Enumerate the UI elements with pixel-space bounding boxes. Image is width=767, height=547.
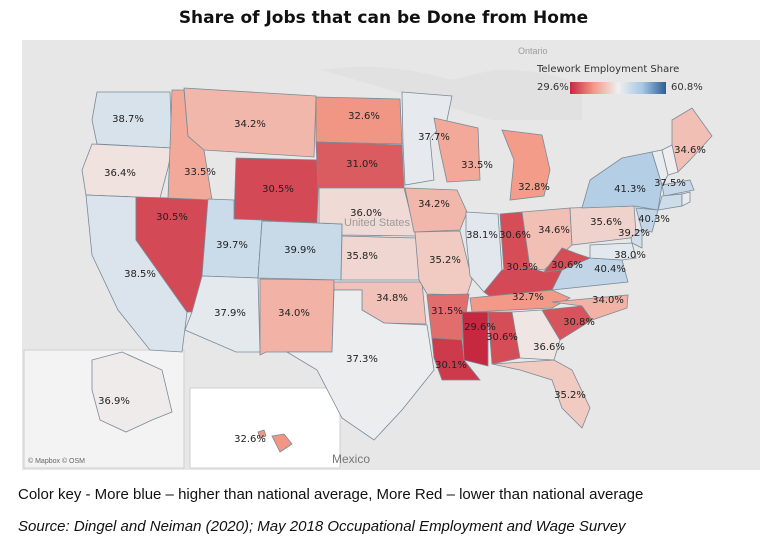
- color-key-note: Color key - More blue – higher than nati…: [18, 486, 644, 503]
- state-label-ak: 36.9%: [98, 396, 130, 407]
- state-ga[interactable]: [511, 309, 561, 361]
- state-label-in: 30.6%: [499, 230, 531, 241]
- legend-title: Telework Employment Share: [537, 64, 680, 75]
- state-tx[interactable]: [285, 289, 435, 441]
- state-label-wy: 30.5%: [262, 184, 294, 195]
- state-label-ia: 34.2%: [418, 199, 450, 210]
- state-az[interactable]: [184, 275, 261, 353]
- state-label-vt: 37.5%: [654, 178, 686, 189]
- state-label-al: 30.6%: [486, 332, 518, 343]
- state-label-nc: 34.0%: [592, 295, 624, 306]
- state-label-id: 33.5%: [184, 167, 216, 178]
- state-label-sc: 30.8%: [563, 317, 595, 328]
- state-label-hi: 32.6%: [234, 434, 266, 445]
- hawaii-inset: [189, 387, 341, 469]
- state-label-ga: 36.6%: [533, 342, 565, 353]
- state-label-oh: 34.6%: [538, 225, 570, 236]
- source-note: Source: Dingel and Neiman (2020); May 20…: [18, 518, 626, 535]
- state-label-la: 30.1%: [435, 360, 467, 371]
- state-nd[interactable]: [315, 96, 403, 145]
- map-title: Share of Jobs that can be Done from Home: [178, 8, 589, 28]
- state-label-tn: 32.7%: [512, 292, 544, 303]
- state-label-ut: 39.7%: [216, 240, 248, 251]
- state-label-de: 39.2%: [618, 228, 650, 239]
- state-label-ok: 34.8%: [376, 293, 408, 304]
- state-label-wv: 30.6%: [551, 260, 583, 271]
- legend-color-ramp: [570, 82, 666, 94]
- state-label-nj: 40.3%: [638, 214, 670, 225]
- state-label-va: 40.4%: [594, 264, 626, 275]
- state-md[interactable]: [589, 242, 637, 261]
- state-label-ne: 36.0%: [350, 208, 382, 219]
- state-label-mi: 32.8%: [518, 182, 550, 193]
- state-fl[interactable]: [491, 359, 591, 429]
- state-ma[interactable]: [661, 179, 695, 197]
- map-canvas[interactable]: 38.7% 36.4% 38.5% 30.5% 33.5% 34.2% 30.5% 39.7%…: [22, 40, 760, 470]
- choropleth-map[interactable]: 38.7% 36.4% 38.5% 30.5% 33.5% 34.2% 30.5% 39.7%…: [22, 40, 760, 470]
- state-label-az: 37.9%: [214, 308, 246, 319]
- state-wi[interactable]: [433, 117, 481, 183]
- state-label-me: 34.6%: [674, 145, 706, 156]
- state-nc[interactable]: [551, 294, 629, 321]
- legend-max-label: 60.8%: [671, 82, 703, 93]
- legend-min-label: 29.6%: [537, 82, 569, 93]
- state-label-ks: 35.8%: [346, 251, 378, 262]
- united-states-label: United States: [344, 217, 411, 229]
- state-label-ca: 38.5%: [124, 269, 156, 280]
- state-label-ms: 29.6%: [464, 322, 496, 333]
- state-label-mn: 37.7%: [418, 132, 450, 143]
- state-label-md: 38.0%: [614, 250, 646, 261]
- state-label-co: 39.9%: [284, 245, 316, 256]
- state-label-tx: 37.3%: [346, 354, 378, 365]
- map-attribution: © Mapbox © OSM: [28, 458, 85, 465]
- state-label-nd: 32.6%: [348, 111, 380, 122]
- state-label-il: 38.1%: [466, 230, 498, 241]
- state-label-nm: 34.0%: [278, 308, 310, 319]
- great-lakes-area: [322, 66, 582, 120]
- state-label-mo: 35.2%: [429, 255, 461, 266]
- state-ny[interactable]: [581, 151, 663, 211]
- ontario-label: Ontario: [518, 46, 548, 56]
- state-label-pa: 35.6%: [590, 217, 622, 228]
- state-ri[interactable]: [681, 191, 691, 207]
- state-label-sd: 31.0%: [346, 159, 378, 170]
- state-label-wi: 33.5%: [461, 160, 493, 171]
- state-wv[interactable]: [543, 247, 592, 273]
- state-label-wa: 38.7%: [112, 114, 144, 125]
- state-ak[interactable]: [91, 351, 173, 433]
- state-label-ar: 31.5%: [431, 306, 463, 317]
- state-ne[interactable]: [318, 187, 417, 237]
- state-nj[interactable]: [635, 207, 659, 233]
- state-hi[interactable]: [257, 429, 293, 453]
- state-ms[interactable]: [461, 311, 489, 367]
- state-mn[interactable]: [401, 91, 453, 186]
- state-mi[interactable]: [501, 129, 551, 201]
- state-label-ky: 30.5%: [506, 262, 538, 273]
- state-label-or: 36.4%: [104, 168, 136, 179]
- state-la[interactable]: [431, 337, 481, 381]
- mexico-label: Mexico: [332, 452, 371, 466]
- state-mt[interactable]: [183, 87, 317, 158]
- state-label-ny: 41.3%: [614, 184, 646, 195]
- state-label-nv: 30.5%: [156, 212, 188, 223]
- state-label-fl: 35.2%: [554, 390, 586, 401]
- state-ia[interactable]: [404, 187, 468, 233]
- state-nh[interactable]: [661, 144, 679, 176]
- state-label-mt: 34.2%: [234, 119, 266, 130]
